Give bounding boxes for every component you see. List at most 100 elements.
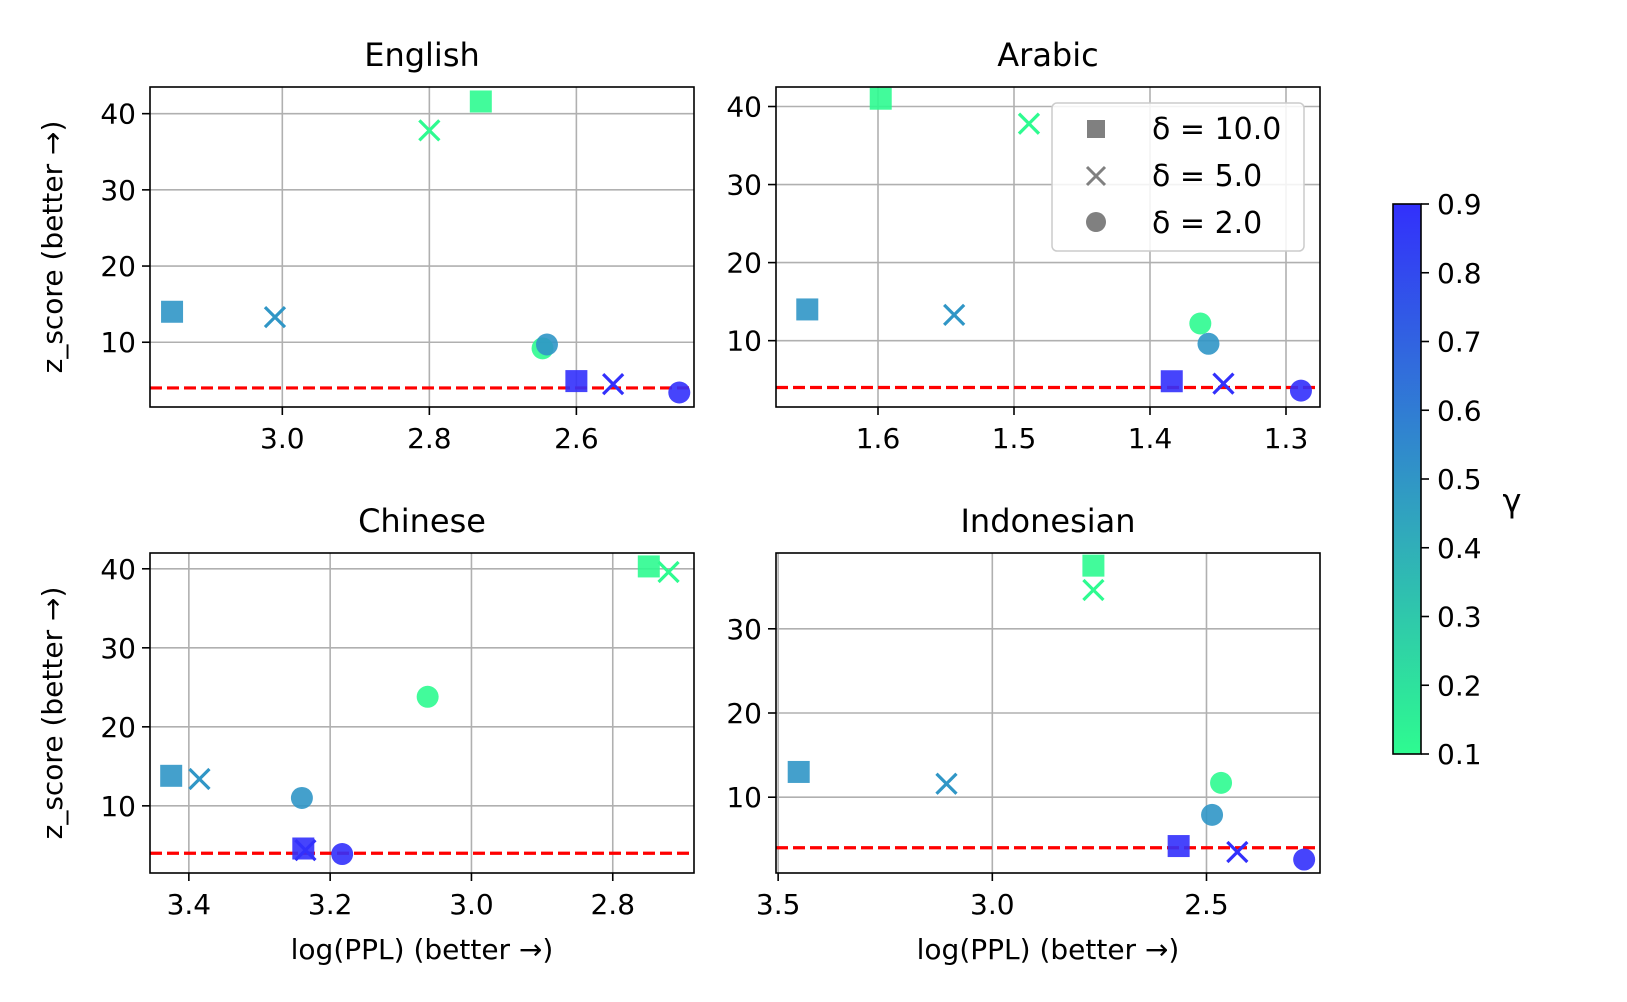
colorbar-tick-label: 0.9 — [1437, 188, 1482, 221]
subplot-indonesian: 3.5 3.0 2.5 10 20 30 Indonesian log(PPL) (be… — [726, 502, 1321, 966]
axes-frame — [149, 86, 695, 408]
point-x — [263, 305, 287, 329]
x-ticks: 1.6 1.5 1.4 1.3 — [856, 407, 1309, 455]
point-square — [869, 87, 892, 110]
point-x — [1017, 112, 1041, 135]
y-tick-label: 10 — [726, 781, 762, 814]
colorbar-ticks: 0.1 0.2 0.3 0.4 0.5 0.6 0.7 0.8 0.9 — [1421, 188, 1482, 771]
axes-frame — [775, 86, 1321, 408]
colorbar-gradient — [1392, 203, 1422, 755]
point-x — [188, 767, 211, 791]
point-square — [565, 370, 588, 393]
point-square — [1167, 835, 1190, 858]
y-tick-label: 20 — [726, 697, 762, 730]
subplot-arabic: 1.6 1.5 1.4 1.3 10 20 30 40 Arabic δ = 10.0 δ … — [726, 36, 1321, 455]
point-x — [294, 838, 317, 862]
colorbar-tick-label: 0.5 — [1437, 463, 1482, 496]
x-tick-label: 1.3 — [1264, 422, 1309, 455]
colorbar-tick-label: 0.8 — [1437, 257, 1482, 290]
colorbar-tick-label: 0.4 — [1437, 532, 1482, 565]
y-tick-label: 10 — [100, 790, 136, 823]
grid — [150, 87, 694, 407]
axes-frame — [149, 552, 695, 874]
colorbar-tick-label: 0.1 — [1437, 738, 1482, 771]
point-square — [1160, 370, 1183, 393]
point-circle — [416, 685, 439, 708]
point-circle — [1293, 848, 1316, 871]
x-tick-label: 3.4 — [167, 888, 212, 921]
x-tick-label: 1.4 — [1128, 422, 1173, 455]
marks — [160, 555, 680, 866]
point-x — [935, 772, 958, 795]
point-x — [657, 560, 680, 584]
point-x — [1212, 372, 1235, 395]
x-tick-label: 3.5 — [756, 888, 801, 921]
point-circle — [1289, 379, 1312, 402]
y-tick-label: 30 — [726, 169, 762, 202]
point-square — [469, 90, 492, 113]
y-ticks: 10 20 30 40 — [726, 91, 776, 358]
y-tick-label: 20 — [100, 711, 136, 744]
y-tick-label: 30 — [726, 613, 762, 646]
point-circle — [290, 786, 313, 809]
legend-label-delta-5: δ = 5.0 — [1152, 159, 1262, 194]
x-tick-label: 3.2 — [308, 888, 353, 921]
x-axis-label: log(PPL) (better →) — [291, 933, 554, 966]
subplot-english: 3.0 2.8 2.6 10 20 30 40 English z_score (bett… — [36, 36, 695, 455]
y-axis-label: z_score (better →) — [36, 121, 69, 374]
x-tick-label: 2.8 — [407, 422, 452, 455]
point-circle — [535, 333, 558, 356]
x-axis-label: log(PPL) (better →) — [917, 933, 1180, 966]
y-tick-label: 30 — [100, 174, 136, 207]
point-circle — [668, 381, 691, 404]
grid — [776, 553, 1320, 873]
marks — [161, 90, 691, 404]
y-tick-label: 20 — [726, 247, 762, 280]
point-square — [160, 764, 183, 787]
point-circle — [1197, 332, 1220, 355]
subplot-title: Arabic — [997, 36, 1098, 74]
y-tick-label: 40 — [100, 553, 136, 586]
x-tick-label: 2.5 — [1184, 888, 1229, 921]
colorbar-tick-label: 0.2 — [1437, 669, 1482, 702]
legend-label-delta-2: δ = 2.0 — [1152, 206, 1262, 241]
point-square — [161, 300, 184, 323]
point-circle — [1189, 312, 1212, 335]
x-ticks: 3.5 3.0 2.5 — [756, 873, 1229, 921]
point-square — [1082, 554, 1105, 577]
y-axis-label: z_score (better →) — [36, 587, 69, 840]
x-tick-label: 1.5 — [992, 422, 1037, 455]
colorbar-tick-label: 0.6 — [1437, 394, 1482, 427]
y-ticks: 10 20 30 40 — [100, 98, 150, 359]
subplot-title: Indonesian — [960, 502, 1135, 540]
point-circle — [1210, 771, 1233, 794]
x-tick-label: 2.8 — [590, 888, 635, 921]
marks — [796, 87, 1312, 402]
x-ticks: 3.0 2.8 2.6 — [260, 407, 599, 455]
x-tick-label: 1.6 — [856, 422, 901, 455]
x-tick-label: 3.0 — [970, 888, 1015, 921]
point-circle — [1201, 803, 1224, 826]
point-x — [418, 119, 441, 142]
y-ticks: 10 20 30 40 — [100, 553, 150, 823]
y-tick-label: 10 — [726, 325, 762, 358]
legend-label-delta-10: δ = 10.0 — [1152, 112, 1281, 147]
x-tick-label: 3.0 — [449, 888, 494, 921]
grid — [150, 553, 694, 873]
point-circle — [331, 843, 354, 866]
y-tick-label: 20 — [100, 250, 136, 283]
y-tick-label: 40 — [726, 91, 762, 124]
x-tick-label: 2.6 — [554, 422, 599, 455]
y-ticks: 10 20 30 — [726, 613, 776, 814]
y-tick-label: 40 — [100, 98, 136, 131]
x-tick-label: 3.0 — [260, 422, 305, 455]
legend-box — [1051, 102, 1305, 252]
subplot-chinese: 3.4 3.2 3.0 2.8 10 20 30 40 Chinese log(PPL) (… — [36, 502, 695, 966]
colorbar-label: γ — [1503, 482, 1522, 520]
subplot-title: English — [364, 36, 480, 74]
point-x — [943, 303, 966, 327]
legend-circle-marker — [1086, 212, 1106, 232]
point-x — [1082, 578, 1105, 602]
point-x — [1226, 840, 1249, 864]
